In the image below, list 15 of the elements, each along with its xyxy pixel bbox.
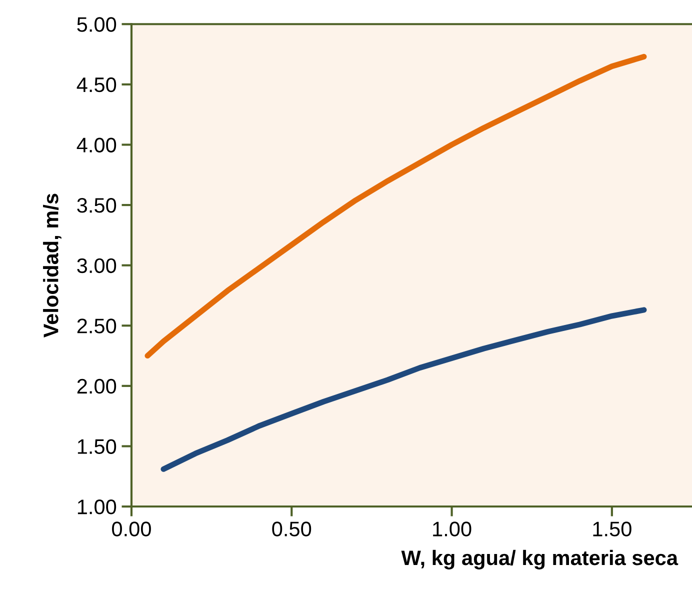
x-tick-label: 1.00 <box>433 522 472 536</box>
y-tick-label: 4.00 <box>76 138 116 152</box>
y-tick-label: 3.00 <box>77 258 116 274</box>
y-tick-label: 1.50 <box>78 439 116 454</box>
y-tick-label: 5.00 <box>77 17 116 32</box>
y-tick-label: 4.50 <box>76 77 116 92</box>
y-tick-label: 2.00 <box>77 378 116 394</box>
x-tick-label: 0.50 <box>272 522 312 536</box>
y-tick-label: 2.50 <box>77 318 116 334</box>
y-axis-title: Velocidad, m/s <box>43 194 62 338</box>
y-tick-label: 1.00 <box>78 500 116 514</box>
x-tick-label: 1.50 <box>593 522 632 536</box>
y-tick-label: 3.50 <box>77 198 116 213</box>
x-tick-label: 0.00 <box>112 522 151 536</box>
x-axis-title: W, kg agua/ kg materia seca <box>401 550 678 570</box>
